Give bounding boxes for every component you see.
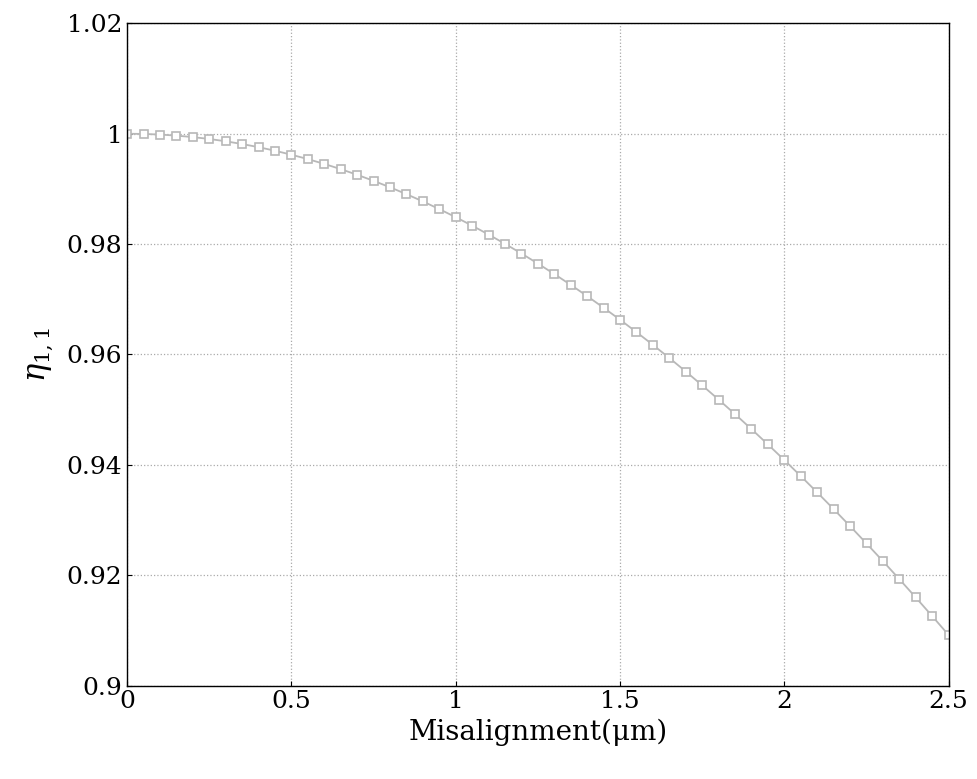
Y-axis label: $\eta_{1,1}$: $\eta_{1,1}$	[24, 327, 56, 382]
X-axis label: Misalignment(μm): Misalignment(μm)	[407, 719, 667, 746]
